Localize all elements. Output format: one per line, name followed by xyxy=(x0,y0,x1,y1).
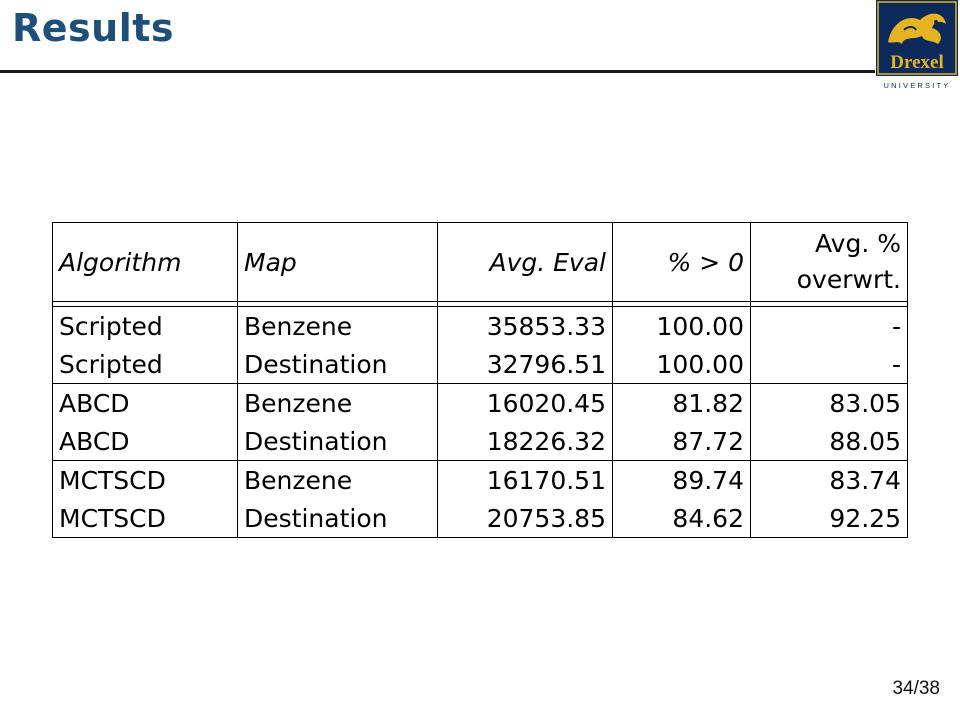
drexel-dragon-icon: Drexel UNIVERSITY xyxy=(876,0,958,90)
table-row: Scripted Destination 32796.51 100.00 - xyxy=(52,345,908,384)
results-table: Algorithm Map Avg. Eval % > 0 Avg. % ove… xyxy=(52,222,908,538)
cell-percent-positive: 100.00 xyxy=(612,306,751,345)
cell-avg-overwrite: 83.74 xyxy=(750,460,908,499)
cell-percent-positive: 87.72 xyxy=(612,422,751,461)
table-row: ABCD Destination 18226.32 87.72 88.05 xyxy=(52,422,908,461)
cell-avg-eval: 16020.45 xyxy=(437,383,613,422)
cell-algorithm: MCTSCD xyxy=(52,499,238,538)
logo-wordmark: Drexel xyxy=(890,52,943,73)
logo-subtitle: UNIVERSITY xyxy=(883,81,950,90)
header-avg-eval: Avg. Eval xyxy=(437,222,613,302)
cell-map: Destination xyxy=(237,345,438,384)
page-number: 34/38 xyxy=(892,678,940,699)
table-row: MCTSCD Benzene 16170.51 89.74 83.74 xyxy=(52,460,908,499)
cell-avg-eval: 18226.32 xyxy=(437,422,613,461)
cell-avg-overwrite: 83.05 xyxy=(750,383,908,422)
cell-map: Destination xyxy=(237,499,438,538)
cell-map: Benzene xyxy=(237,460,438,499)
cell-percent-positive: 81.82 xyxy=(612,383,751,422)
header-avg-overwrite: Avg. % overwrt. xyxy=(750,222,908,302)
cell-avg-overwrite: 92.25 xyxy=(750,499,908,538)
cell-algorithm: MCTSCD xyxy=(52,460,238,499)
slide-title: Results xyxy=(12,6,175,50)
header-avg-overwrite-line1: Avg. % xyxy=(815,229,901,258)
cell-map: Benzene xyxy=(237,306,438,345)
table-row: Scripted Benzene 35853.33 100.00 - xyxy=(52,306,908,345)
header-percent-positive: % > 0 xyxy=(612,222,751,302)
cell-avg-overwrite: 88.05 xyxy=(750,422,908,461)
cell-avg-overwrite: - xyxy=(750,345,908,384)
cell-percent-positive: 100.00 xyxy=(612,345,751,384)
cell-avg-eval: 32796.51 xyxy=(437,345,613,384)
title-divider xyxy=(0,70,875,73)
table-row: MCTSCD Destination 20753.85 84.62 92.25 xyxy=(52,499,908,538)
cell-map: Destination xyxy=(237,422,438,461)
cell-avg-eval: 20753.85 xyxy=(437,499,613,538)
cell-percent-positive: 89.74 xyxy=(612,460,751,499)
drexel-logo: Drexel UNIVERSITY xyxy=(874,0,960,94)
cell-map: Benzene xyxy=(237,383,438,422)
cell-algorithm: ABCD xyxy=(52,422,238,461)
cell-avg-eval: 35853.33 xyxy=(437,306,613,345)
cell-avg-overwrite: - xyxy=(750,306,908,345)
table-row: ABCD Benzene 16020.45 81.82 83.05 xyxy=(52,383,908,422)
cell-algorithm: Scripted xyxy=(52,345,238,384)
header-map: Map xyxy=(237,222,438,302)
header-avg-overwrite-line2: overwrt. xyxy=(796,265,901,294)
cell-avg-eval: 16170.51 xyxy=(437,460,613,499)
table-header-row: Algorithm Map Avg. Eval % > 0 Avg. % ove… xyxy=(52,222,908,302)
cell-algorithm: Scripted xyxy=(52,306,238,345)
cell-algorithm: ABCD xyxy=(52,383,238,422)
header-algorithm: Algorithm xyxy=(52,222,238,302)
cell-percent-positive: 84.62 xyxy=(612,499,751,538)
